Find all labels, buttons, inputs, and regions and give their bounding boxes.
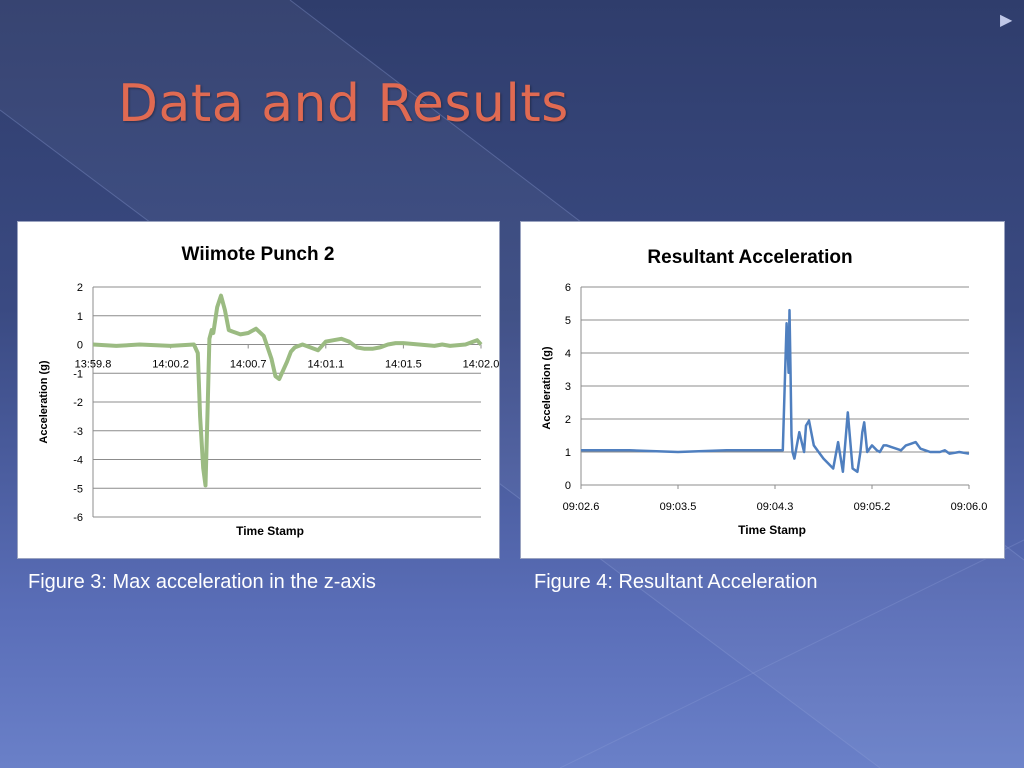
y-tick-label: 0 [565,480,571,492]
x-tick-label: 09:05.2 [854,501,891,513]
y-tick-label: 2 [77,282,83,294]
y-tick-label: -1 [73,368,83,380]
chart-title: Resultant Acceleration [647,247,852,268]
y-tick-label: 6 [565,282,571,294]
x-tick-label: 09:04.3 [757,501,794,513]
x-axis-label: Time Stamp [738,523,806,537]
y-tick-label: 0 [77,340,83,352]
x-tick-label: 14:00.7 [230,359,267,371]
x-tick-labels: 13:59.8 14:00.2 14:00.7 14:01.1 14:01.5 14:02… [75,359,499,371]
gridlines [580,286,970,489]
x-tick-label: 09:03.5 [660,501,697,513]
x-tick-label: 14:02.0 [463,359,499,371]
x-tick-label: 09:02.6 [563,501,600,513]
y-tick-label: -4 [73,455,83,467]
y-tick-label: 1 [565,447,571,459]
y-tick-labels: 2 1 0 -1 -2 -3 -4 -5 -6 [73,282,83,524]
x-tick-label: 14:01.1 [307,359,344,371]
y-tick-label: -3 [73,426,83,438]
y-tick-label: 2 [565,414,571,426]
y-tick-label: 3 [565,381,571,393]
series-line [581,308,970,474]
slide-title: Data and Results [118,74,569,134]
y-axis-label: Acceleration (g) [541,346,553,429]
triangle-right-icon: ▶ [1000,10,1013,29]
y-tick-label: -6 [73,512,83,524]
chart-wiimote-punch: Wiimote Punch 2 2 1 0 -1 -2 -3 -4 -5 -6 13:59.8 1… [17,221,500,559]
gridlines [92,286,482,518]
x-tick-label: 13:59.8 [75,359,112,371]
y-axis-label: Acceleration (g) [38,360,50,443]
series-line [92,293,483,488]
figure-caption-left: Figure 3: Max acceleration in the z-axis [28,571,376,593]
y-tick-label: 5 [565,315,571,327]
x-tick-label: 09:06.0 [951,501,988,513]
chart-title: Wiimote Punch 2 [182,244,335,265]
x-tick-labels: 09:02.6 09:03.5 09:04.3 09:05.2 09:06.0 [563,501,988,513]
y-tick-label: 4 [565,348,571,360]
figure-caption-right: Figure 4: Resultant Acceleration [534,571,818,593]
x-axis-label: Time Stamp [236,524,304,538]
y-tick-label: -2 [73,397,83,409]
y-tick-label: -5 [73,483,83,495]
x-tick-label: 14:01.5 [385,359,422,371]
y-tick-label: 1 [77,311,83,323]
x-tick-label: 14:00.2 [152,359,189,371]
chart-wiimote-punch-svg: Wiimote Punch 2 210-1-2-3-4-5-6 13:59.8 1… [38,244,499,538]
y-tick-labels: 6 5 4 3 2 1 0 [565,282,571,492]
